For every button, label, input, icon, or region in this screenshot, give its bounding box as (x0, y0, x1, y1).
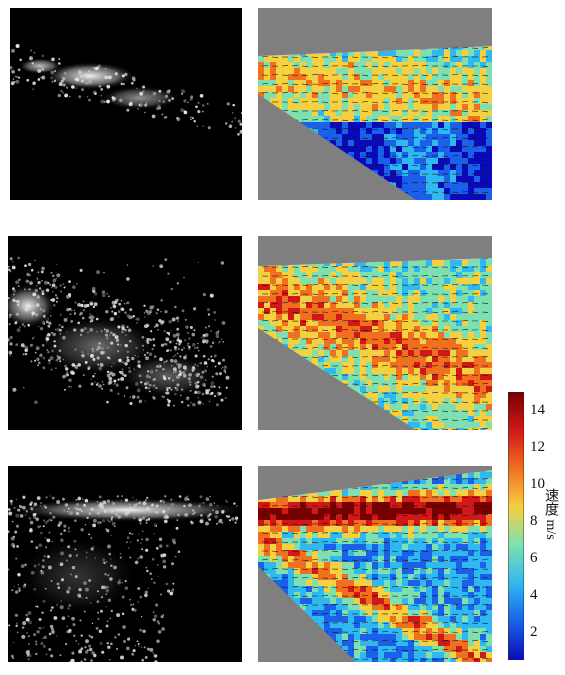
raw-image-3 (8, 466, 242, 662)
velocity-field-1 (258, 8, 492, 200)
velocity-map-3 (258, 466, 492, 662)
colorbar-tick-label: 12 (530, 439, 545, 455)
velocity-field-2 (258, 236, 492, 430)
colorbar-tick-label: 10 (530, 476, 545, 492)
colorbar-gradient (508, 392, 524, 660)
colorbar-tick-label: 6 (530, 550, 538, 566)
particle-image-2 (8, 256, 230, 407)
velocity-map-1 (258, 8, 492, 200)
particle-image-3 (8, 495, 242, 662)
particle-image-1 (10, 44, 242, 136)
velocity-map-2 (258, 236, 492, 430)
colorbar-tick-label: 4 (530, 587, 538, 603)
colorbar-tick-label: 14 (530, 402, 545, 418)
colorbar-tick-label: 8 (530, 513, 538, 529)
raw-image-1 (10, 8, 242, 200)
raw-image-2 (8, 236, 242, 430)
velocity-field-3 (258, 466, 492, 662)
colorbar (508, 392, 524, 660)
colorbar-title: 速度 m/s (543, 488, 558, 540)
colorbar-tick-label: 2 (530, 624, 538, 640)
